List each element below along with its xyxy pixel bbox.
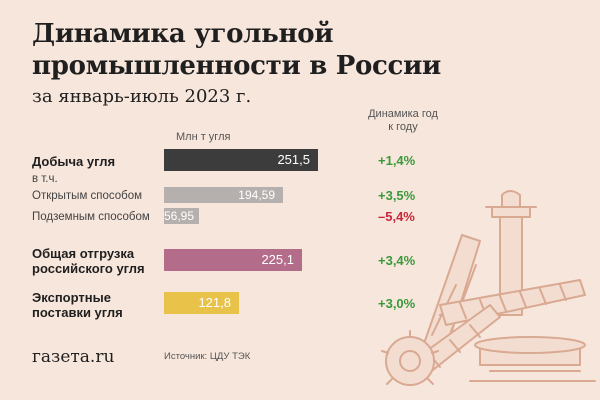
- dynamics-header: Динамика год к году: [368, 108, 438, 133]
- change-shipment: +3,4%: [378, 253, 416, 268]
- label-export: Экспортные поставки угля: [32, 290, 123, 320]
- label-shipment: Общая отгрузка российского угля: [32, 246, 145, 276]
- change-production: +1,4%: [378, 153, 416, 168]
- label-production: Добыча угля: [32, 154, 116, 169]
- bar-shipment: 225,1: [164, 249, 302, 271]
- label-incl: в т.ч.: [32, 173, 58, 185]
- change-open-pit: +3,5%: [378, 188, 416, 203]
- bar-production: 251,5: [164, 149, 318, 171]
- value-label-shipment: 225,1: [261, 252, 294, 267]
- gazeta-logo[interactable]: газета.ru: [32, 347, 115, 367]
- chart-subtitle: за январь-июль 2023 г.: [32, 86, 252, 107]
- chart-title: Динамика угольной промышленности в Росси…: [32, 19, 442, 81]
- excavator-illustration-icon: [381, 190, 596, 386]
- bar-open-pit: 194,59: [164, 187, 283, 203]
- value-label-underground: 56,95: [164, 209, 195, 223]
- bar-underground: 56,95: [164, 208, 199, 224]
- change-export: +3,0%: [378, 296, 416, 311]
- value-label-export: 121,8: [198, 295, 231, 310]
- value-label-production: 251,5: [277, 152, 310, 167]
- units-header: Млн т угля: [176, 131, 231, 143]
- bar-export: 121,8: [164, 292, 239, 314]
- label-underground: Подземным способом: [32, 211, 150, 223]
- value-label-open-pit: 194,59: [238, 188, 275, 202]
- label-open-pit: Открытым способом: [32, 190, 143, 202]
- change-underground: –5,4%: [378, 209, 415, 224]
- source-note: Источник: ЦДУ ТЭК: [164, 351, 251, 362]
